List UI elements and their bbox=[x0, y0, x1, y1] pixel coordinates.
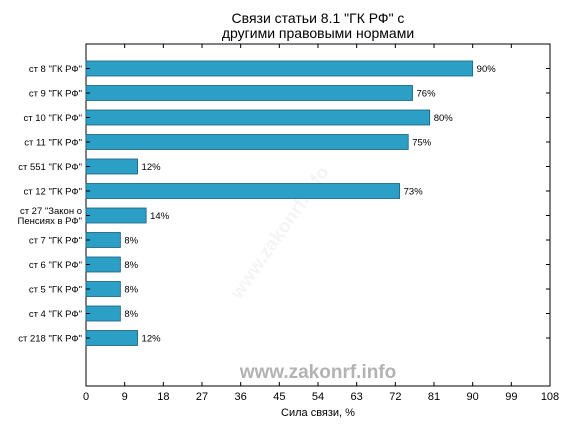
bar bbox=[85, 330, 138, 346]
x-tick-label: 72 bbox=[389, 391, 401, 403]
x-tick-label: 90 bbox=[467, 391, 479, 403]
x-tick-label: 9 bbox=[122, 391, 128, 403]
x-tick-label: 36 bbox=[235, 391, 247, 403]
category-label: ст 7 "ГК РФ" bbox=[29, 236, 82, 247]
bar-value-label: 12% bbox=[142, 334, 162, 345]
bar bbox=[85, 281, 121, 297]
category-label: ст 10 "ГК РФ" bbox=[24, 113, 82, 124]
category-label: ст 551 "ГК РФ" bbox=[18, 162, 82, 173]
bar bbox=[85, 85, 413, 101]
category-label: ст 6 "ГК РФ" bbox=[29, 260, 82, 271]
bar-value-label: 80% bbox=[434, 113, 454, 124]
bar bbox=[85, 183, 401, 199]
bar-value-label: 8% bbox=[124, 260, 138, 271]
bar-value-label: 76% bbox=[417, 89, 437, 100]
category-label: ст 5 "ГК РФ" bbox=[29, 285, 82, 296]
x-axis-ticks: 0 9 18 27 36 45 54 63 72 81 90 99 108 bbox=[83, 44, 559, 403]
x-tick-label: 54 bbox=[312, 391, 324, 403]
bar-value-label: 14% bbox=[150, 211, 170, 222]
x-tick-label: 27 bbox=[196, 391, 208, 403]
category-label: ст 12 "ГК РФ" bbox=[24, 187, 82, 198]
x-tick-label: 18 bbox=[157, 391, 169, 403]
category-label: ст 27 "Закон о bbox=[20, 206, 82, 217]
bar-value-label: 8% bbox=[124, 285, 138, 296]
category-label: ст 218 "ГК РФ" bbox=[18, 334, 82, 345]
bar bbox=[85, 207, 147, 224]
bar-value-label: 73% bbox=[404, 187, 424, 198]
x-axis-label: Сила связи, % bbox=[281, 407, 355, 419]
watermark: www.zakonrf.info bbox=[239, 362, 397, 383]
bar bbox=[85, 232, 121, 248]
x-tick-label: 81 bbox=[428, 391, 440, 403]
bar-value-label: 8% bbox=[124, 309, 138, 320]
category-label: Пенсиях в РФ" bbox=[18, 216, 82, 227]
category-label: ст 8 "ГК РФ" bbox=[29, 64, 82, 75]
bar bbox=[85, 109, 431, 126]
bar-value-label: 12% bbox=[142, 162, 162, 173]
x-tick-label: 99 bbox=[505, 391, 517, 403]
bar-value-label: 8% bbox=[124, 236, 138, 247]
bar bbox=[85, 256, 121, 273]
chart-title-line: Связи статьи 8.1 "ГК РФ" с bbox=[232, 10, 405, 26]
bar bbox=[85, 60, 474, 77]
bar bbox=[85, 134, 409, 150]
x-tick-label: 45 bbox=[273, 391, 285, 403]
bar-value-label: 90% bbox=[477, 64, 497, 75]
x-tick-label: 63 bbox=[351, 391, 363, 403]
category-label: ст 11 "ГК РФ" bbox=[24, 138, 82, 149]
x-tick-label: 108 bbox=[541, 391, 559, 403]
chart-title-line: другими правовыми нормами bbox=[222, 25, 414, 41]
category-label: ст 4 "ГК РФ" bbox=[29, 309, 82, 320]
x-tick-label: 0 bbox=[83, 391, 89, 403]
bar bbox=[85, 158, 138, 175]
bar bbox=[85, 305, 121, 322]
bar-value-label: 75% bbox=[412, 138, 432, 149]
y-axis-ticks: ст 8 "ГК РФ" ст 9 "ГК РФ" ст 10 "ГК РФ" ст … bbox=[18, 64, 550, 345]
category-label: ст 9 "ГК РФ" bbox=[29, 89, 82, 100]
